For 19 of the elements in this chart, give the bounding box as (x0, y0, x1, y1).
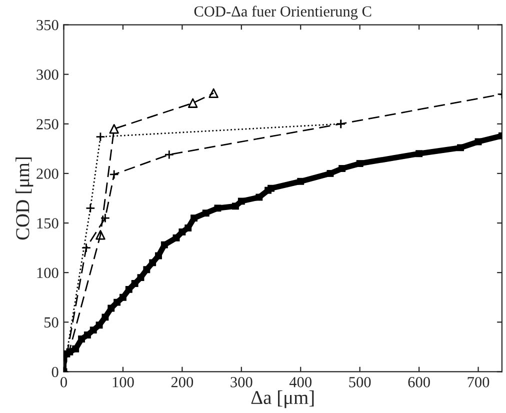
y-tick-label: 200 (36, 168, 58, 179)
x-tick-label: 500 (349, 377, 371, 388)
x-tick-label: 400 (289, 377, 312, 388)
y-tick-label: 300 (36, 69, 58, 80)
x-tick-label: 100 (112, 377, 134, 388)
x-axis-title: Δa [μm] (251, 390, 314, 408)
y-tick-label: 250 (36, 119, 58, 130)
x-tick-label: 200 (171, 377, 194, 388)
x-tick-label: 300 (230, 377, 252, 388)
y-tick-label: 350 (36, 20, 58, 30)
x-tick-label: 600 (408, 377, 430, 388)
y-axis-title: COD [μm] (16, 157, 34, 240)
y-tick-label: 0 (52, 366, 58, 378)
y-tick-label: 50 (44, 317, 58, 328)
chart-title: COD-Δa fuer Orientierung C (194, 6, 372, 20)
y-tick-label: 150 (37, 218, 58, 228)
x-tick-label: 700 (468, 377, 490, 388)
y-tick-label: 100 (37, 268, 58, 278)
x-tick-label: 0 (60, 377, 67, 388)
